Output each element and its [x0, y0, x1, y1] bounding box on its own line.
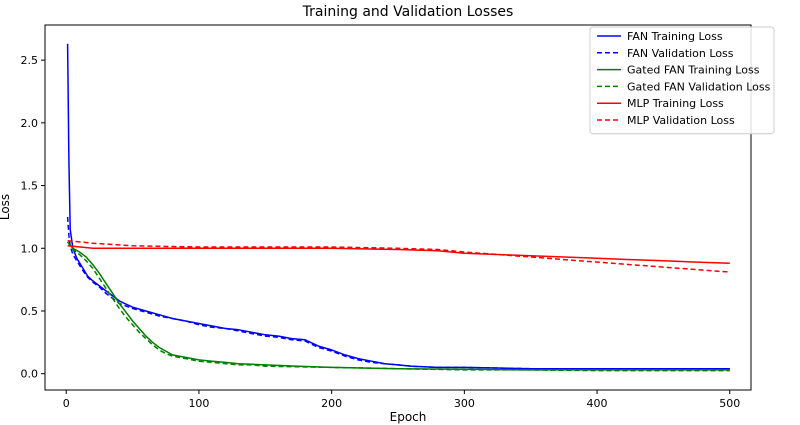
x-tick-label: 100: [188, 397, 209, 410]
y-axis-label: Loss: [0, 194, 12, 220]
plot-frame: [44, 24, 752, 391]
chart-title: Training and Validation Losses: [302, 4, 514, 20]
x-axis-ticks: 0 100 200 300 400 500: [63, 390, 740, 410]
series-line-3: [66, 241, 730, 372]
y-tick-label: 2.0: [21, 117, 39, 130]
y-tick-label: 1.5: [21, 180, 39, 193]
series-line-1: [66, 216, 730, 370]
plot-lines: [66, 43, 730, 372]
legend-label: Gated FAN Training Loss: [627, 64, 760, 77]
legend-label: FAN Validation Loss: [627, 47, 734, 60]
y-tick-label: 0.5: [21, 305, 39, 318]
legend-box: [589, 26, 775, 135]
legend: FAN Training Loss FAN Validation Loss Gate…: [589, 26, 775, 135]
series-line-2: [67, 241, 730, 371]
series-line-4: [67, 245, 730, 265]
series-line-5: [67, 239, 730, 273]
legend-label: FAN Training Loss: [627, 30, 723, 43]
x-tick-label: 500: [719, 397, 740, 410]
x-tick-label: 300: [454, 397, 475, 410]
legend-label: MLP Validation Loss: [627, 114, 735, 127]
x-tick-label: 0: [63, 397, 70, 410]
series-line-0: [66, 43, 730, 370]
y-axis-ticks: 0.0 0.5 1.0 1.5 2.0 2.5: [21, 54, 45, 381]
x-tick-label: 400: [587, 397, 608, 410]
x-tick-label: 200: [321, 397, 342, 410]
legend-label: Gated FAN Validation Loss: [627, 80, 771, 93]
y-tick-label: 0.0: [21, 368, 39, 381]
x-axis-label: Epoch: [390, 410, 427, 424]
legend-label: MLP Training Loss: [627, 97, 724, 110]
y-tick-label: 2.5: [21, 54, 39, 67]
y-tick-label: 1.0: [21, 242, 39, 255]
